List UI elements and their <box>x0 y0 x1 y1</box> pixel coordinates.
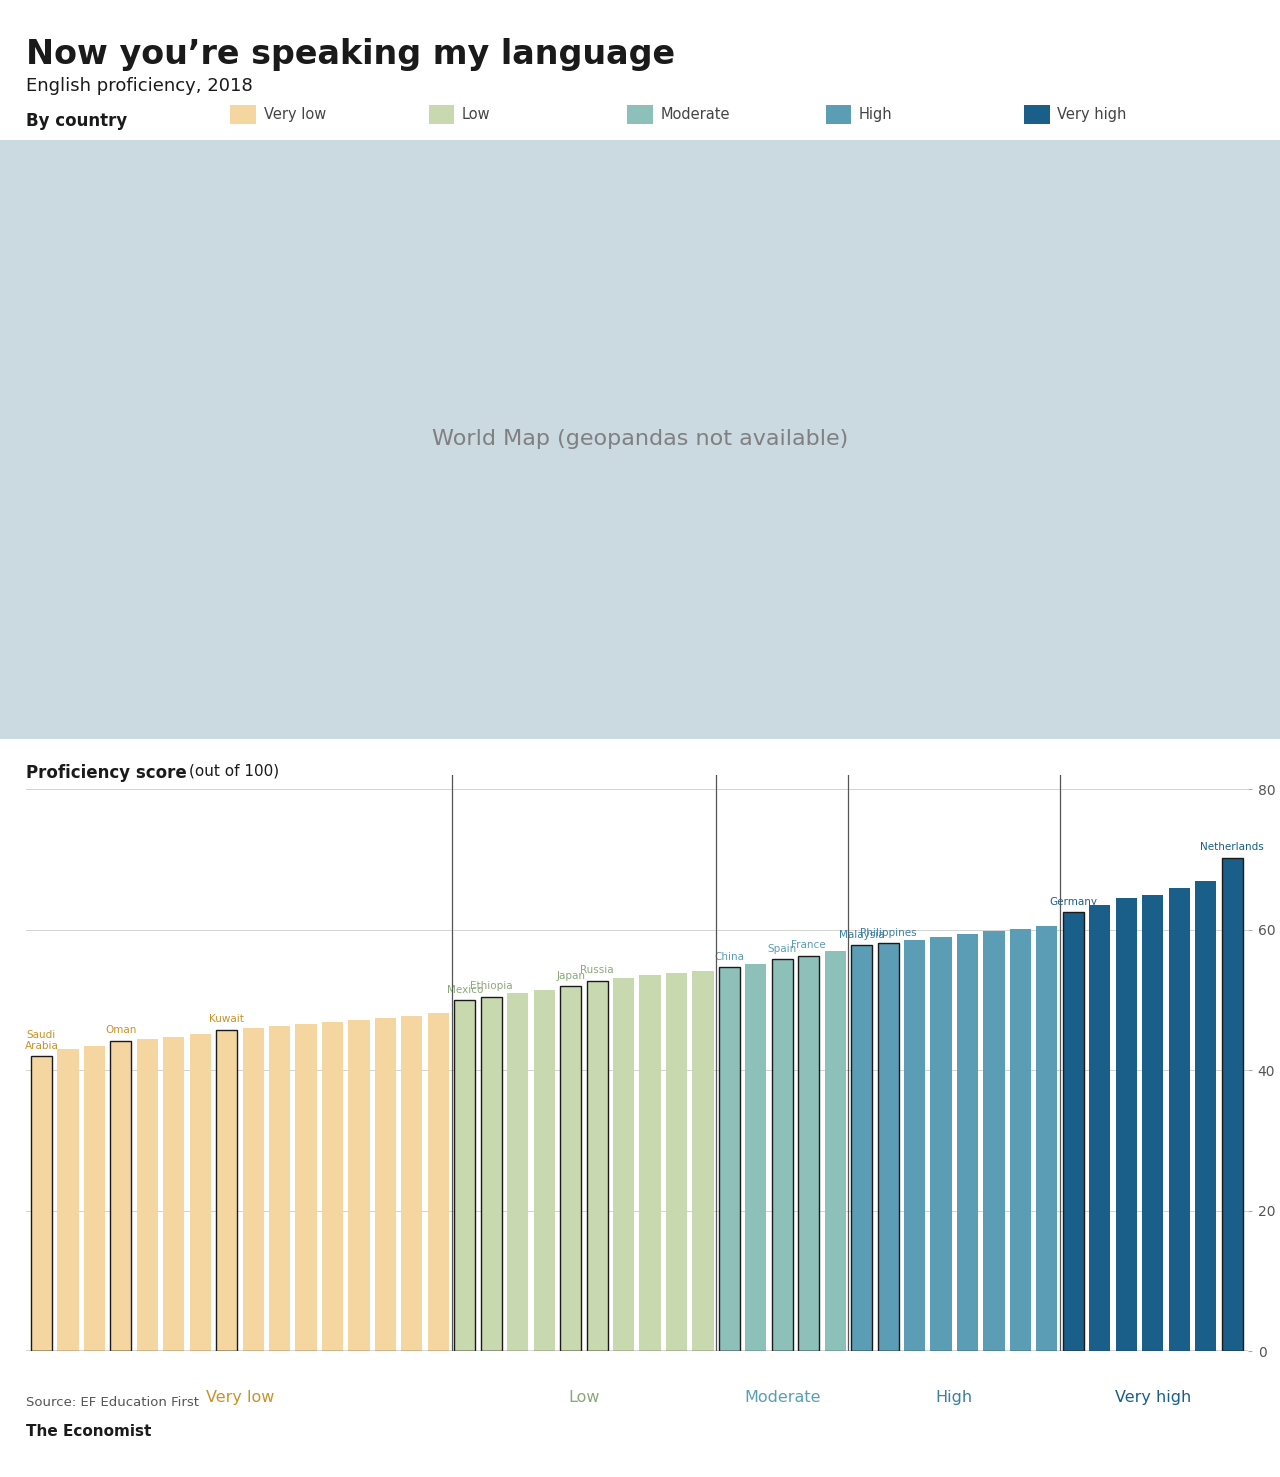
Bar <box>904 939 925 1351</box>
Bar <box>481 997 502 1351</box>
Text: Philippines: Philippines <box>860 928 916 938</box>
Bar <box>613 978 634 1351</box>
Text: Moderate: Moderate <box>660 106 730 123</box>
Text: Kuwait: Kuwait <box>209 1015 244 1024</box>
Bar <box>243 1028 264 1351</box>
Bar <box>402 1016 422 1351</box>
Bar <box>137 1038 157 1351</box>
Text: Very low: Very low <box>206 1390 274 1405</box>
Text: Proficiency score: Proficiency score <box>26 764 187 781</box>
Bar <box>692 972 713 1351</box>
Text: Source: EF Education First: Source: EF Education First <box>26 1396 198 1409</box>
Bar <box>1221 858 1243 1351</box>
Bar <box>58 1049 78 1351</box>
Text: France: France <box>791 941 826 950</box>
Bar <box>31 1056 52 1351</box>
Text: Low: Low <box>462 106 490 123</box>
Text: Russia: Russia <box>580 964 614 975</box>
Text: Very high: Very high <box>1115 1390 1190 1405</box>
Text: Oman: Oman <box>105 1025 137 1035</box>
Bar <box>1116 898 1137 1351</box>
Text: Moderate: Moderate <box>744 1390 820 1405</box>
Bar <box>931 936 951 1351</box>
Text: World Map (geopandas not available): World Map (geopandas not available) <box>431 430 849 449</box>
Bar <box>983 932 1005 1351</box>
Text: (out of 100): (out of 100) <box>189 764 279 778</box>
Text: By country: By country <box>26 112 127 130</box>
Bar <box>719 967 740 1351</box>
Text: Ethiopia: Ethiopia <box>470 981 512 991</box>
Text: The Economist: The Economist <box>26 1424 151 1439</box>
Bar <box>110 1041 132 1351</box>
Bar <box>1142 895 1164 1351</box>
Bar <box>561 987 581 1351</box>
Text: Now you’re speaking my language: Now you’re speaking my language <box>26 38 675 71</box>
Bar <box>1037 926 1057 1351</box>
Bar <box>454 1000 475 1351</box>
Bar <box>745 963 767 1351</box>
Bar <box>1196 880 1216 1351</box>
Text: Very low: Very low <box>264 106 326 123</box>
Text: Malaysia: Malaysia <box>838 931 884 939</box>
Bar <box>1169 888 1190 1351</box>
Bar <box>824 951 846 1351</box>
Bar <box>772 960 792 1351</box>
Bar <box>878 944 899 1351</box>
Bar <box>851 945 872 1351</box>
Text: Germany: Germany <box>1050 897 1097 907</box>
Text: Japan: Japan <box>556 970 585 981</box>
Bar <box>799 956 819 1351</box>
Bar <box>507 993 529 1351</box>
Bar <box>666 973 687 1351</box>
Bar <box>189 1034 211 1351</box>
Bar <box>1010 929 1030 1351</box>
Text: Spain: Spain <box>768 944 797 954</box>
Text: High: High <box>859 106 892 123</box>
Text: High: High <box>936 1390 973 1405</box>
Text: Low: Low <box>568 1390 599 1405</box>
Bar <box>269 1027 291 1351</box>
Text: Very high: Very high <box>1057 106 1126 123</box>
Text: Saudi
Arabia: Saudi Arabia <box>24 1029 59 1050</box>
Text: English proficiency, 2018: English proficiency, 2018 <box>26 77 252 95</box>
Text: China: China <box>714 951 745 962</box>
Bar <box>216 1029 237 1351</box>
Bar <box>1062 913 1084 1351</box>
Bar <box>323 1022 343 1351</box>
Bar <box>296 1024 316 1351</box>
Bar <box>534 990 554 1351</box>
Bar <box>83 1046 105 1351</box>
Bar <box>957 933 978 1351</box>
Bar <box>640 975 660 1351</box>
Bar <box>586 981 608 1351</box>
Bar <box>1089 905 1111 1351</box>
Bar <box>375 1018 396 1351</box>
Bar <box>348 1021 370 1351</box>
Bar <box>428 1013 449 1351</box>
Text: Mexico: Mexico <box>447 985 483 994</box>
Text: Netherlands: Netherlands <box>1201 842 1263 852</box>
Bar <box>163 1037 184 1351</box>
